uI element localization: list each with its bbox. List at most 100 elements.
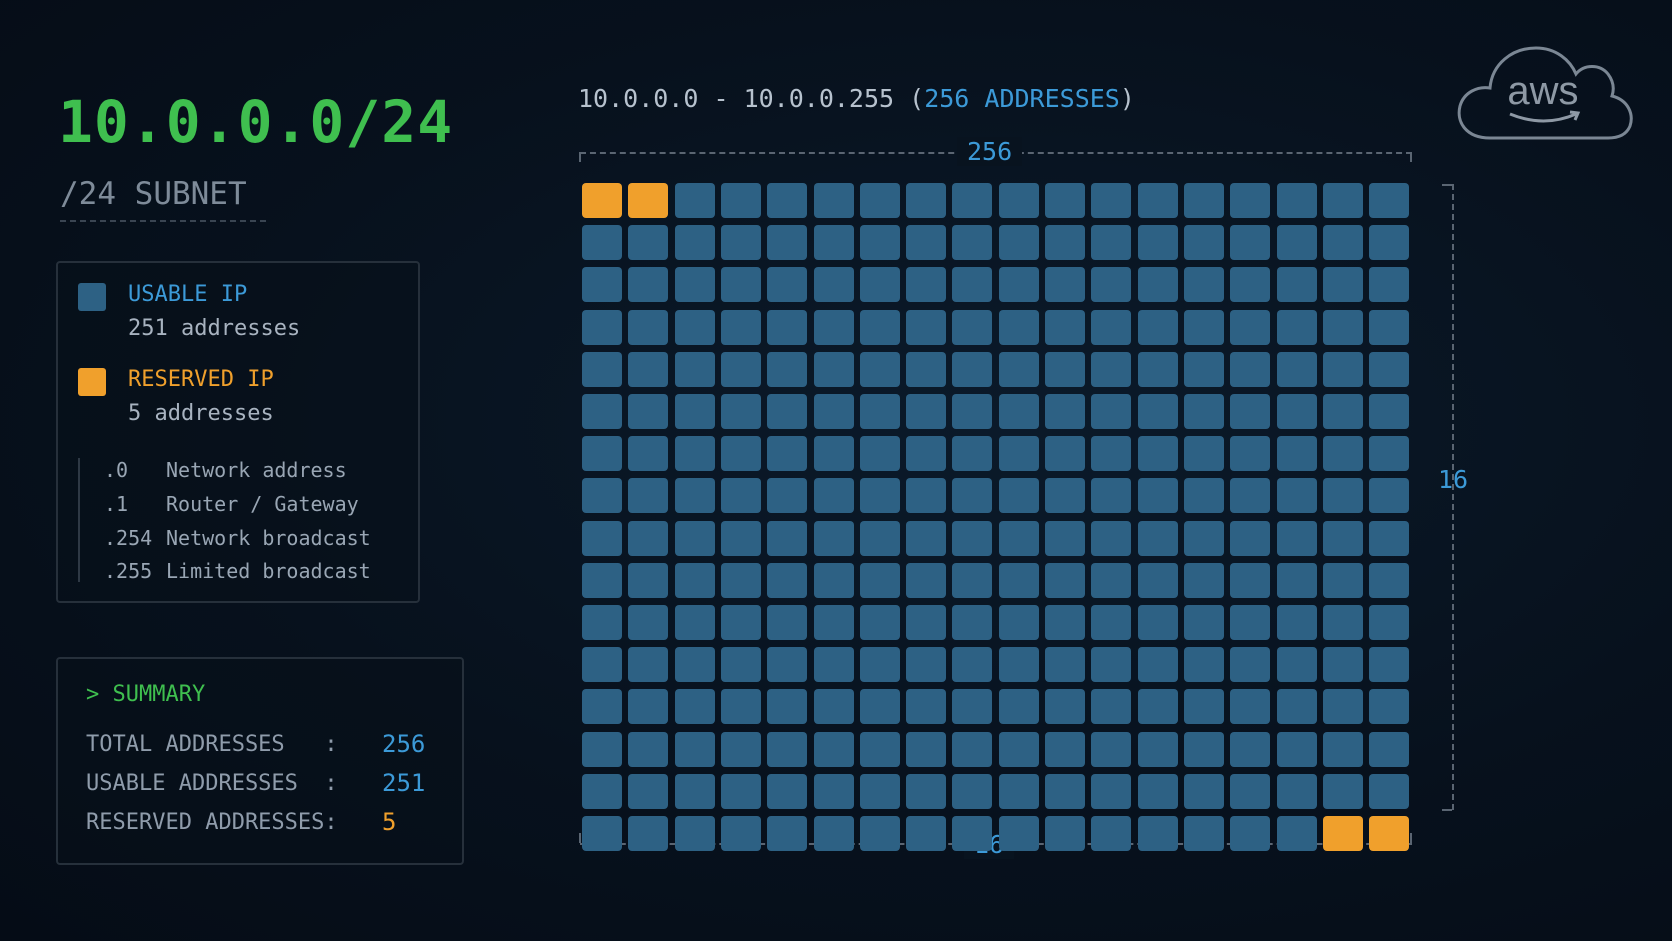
usable-ip-cell [1138,310,1178,345]
usable-ip-cell [1230,689,1270,724]
usable-ip-cell [1184,605,1224,640]
usable-ip-cell [999,521,1039,556]
usable-ip-cell [1369,689,1409,724]
usable-ip-cell [767,352,807,387]
usable-ip-cell [721,225,761,260]
usable-ip-cell [1277,563,1317,598]
reserved-ip-cell [628,183,668,218]
summary-reserved-label: RESERVED ADDRESSES: [86,810,338,835]
usable-ip-cell [721,478,761,513]
usable-ip-cell [1277,310,1317,345]
usable-ip-cell [860,183,900,218]
address-range: 10.0.0.0 - 10.0.0.255 (256 ADDRESSES) [578,84,1135,113]
usable-ip-cell [767,689,807,724]
usable-ip-cell [952,774,992,809]
usable-ip-cell [1091,267,1131,302]
usable-ip-cell [1230,436,1270,471]
usable-ip-cell [1138,647,1178,682]
usable-ip-cell [675,605,715,640]
usable-ip-cell [1138,352,1178,387]
usable-ip-cell [952,478,992,513]
usable-ip-cell [1138,183,1178,218]
usable-ip-cell [1277,436,1317,471]
reserved-legend-count: 5 addresses [128,401,274,426]
usable-ip-cell [767,816,807,851]
notes-divider [78,458,80,582]
usable-ip-cell [582,521,622,556]
usable-ip-cell [860,689,900,724]
usable-ip-cell [952,689,992,724]
reserved-ip-cell [582,183,622,218]
usable-ip-cell [952,816,992,851]
usable-ip-cell [1323,689,1363,724]
usable-ip-cell [675,225,715,260]
usable-ip-cell [767,310,807,345]
usable-ip-cell [999,647,1039,682]
usable-ip-cell [1091,352,1131,387]
usable-ip-cell [1277,521,1317,556]
usable-ip-cell [1277,605,1317,640]
usable-ip-cell [952,436,992,471]
usable-ip-cell [582,816,622,851]
usable-ip-cell [1369,225,1409,260]
usable-ip-cell [814,267,854,302]
usable-legend-label: USABLE IP [128,282,248,307]
usable-ip-cell [860,647,900,682]
right-dimension-tick-bottom [1442,809,1452,811]
usable-ip-cell [1230,563,1270,598]
usable-ip-cell [860,310,900,345]
usable-ip-cell [999,605,1039,640]
usable-ip-cell [1138,774,1178,809]
usable-ip-cell [1230,394,1270,429]
usable-ip-cell [628,774,668,809]
usable-ip-cell [628,394,668,429]
usable-ip-cell [628,225,668,260]
usable-ip-cell [1184,352,1224,387]
usable-ip-cell [1277,352,1317,387]
usable-ip-cell [1091,394,1131,429]
usable-ip-cell [675,816,715,851]
usable-ip-cell [1277,225,1317,260]
usable-ip-cell [906,563,946,598]
usable-ip-cell [1091,647,1131,682]
usable-ip-cell [1045,352,1085,387]
usable-ip-cell [628,478,668,513]
usable-ip-cell [721,732,761,767]
usable-ip-cell [628,521,668,556]
usable-ip-cell [582,478,622,513]
reserved-ip-cell [1323,816,1363,851]
usable-ip-cell [1138,521,1178,556]
reserved-note: .254 Network broadcast [104,526,371,550]
usable-ip-cell [814,563,854,598]
usable-ip-cell [675,310,715,345]
cidr-title: 10.0.0.0/24 [58,88,454,156]
usable-ip-cell [1230,605,1270,640]
reserved-legend-label: RESERVED IP [128,367,274,392]
usable-ip-cell [1323,183,1363,218]
usable-ip-cell [1045,732,1085,767]
usable-ip-cell [814,647,854,682]
usable-ip-cell [721,183,761,218]
usable-ip-cell [721,605,761,640]
usable-ip-cell [860,478,900,513]
summary-reserved-value: 5 [382,808,397,836]
usable-ip-cell [1138,478,1178,513]
usable-ip-cell [767,225,807,260]
usable-ip-cell [860,394,900,429]
usable-ip-cell [1230,521,1270,556]
usable-ip-cell [582,436,622,471]
usable-ip-cell [1323,267,1363,302]
usable-ip-cell [860,521,900,556]
usable-ip-cell [1184,267,1224,302]
reserved-note: .0 Network address [104,458,347,482]
usable-ip-cell [1091,732,1131,767]
usable-ip-cell [952,521,992,556]
usable-ip-cell [906,478,946,513]
usable-ip-cell [1091,689,1131,724]
usable-ip-cell [906,689,946,724]
usable-ip-cell [999,310,1039,345]
usable-ip-cell [767,521,807,556]
usable-ip-cell [860,563,900,598]
usable-ip-cell [1369,732,1409,767]
usable-ip-cell [1230,774,1270,809]
